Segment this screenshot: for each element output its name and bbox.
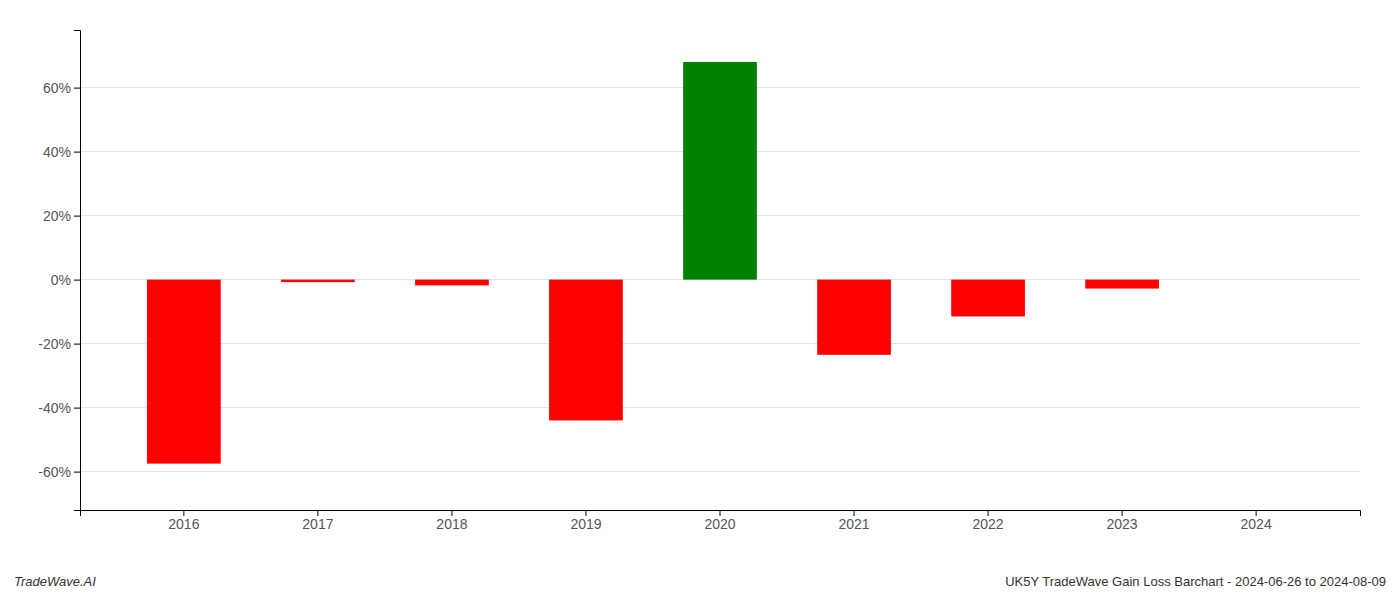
y-tick-mark (74, 280, 80, 281)
y-tick: 20% (43, 208, 80, 224)
grid-line (80, 343, 1360, 344)
x-axis: 2016 2017 2018 2019 2020 2021 2022 2023 2024 (81, 510, 1361, 532)
x-tick-label: 2017 (302, 516, 333, 532)
y-tick-label: 40% (43, 144, 71, 160)
y-tick: -40% (38, 400, 80, 416)
bar (951, 280, 1025, 317)
x-tick: 2023 (1107, 510, 1138, 532)
y-tick-mark (74, 88, 80, 89)
bar (1085, 280, 1159, 289)
y-tick-label: -60% (38, 464, 71, 480)
y-tick: -60% (38, 464, 80, 480)
x-tick: 2020 (704, 510, 735, 532)
x-tick-label: 2020 (704, 516, 735, 532)
y-axis-line (74, 31, 81, 511)
bar (549, 280, 623, 421)
y-tick: 0% (51, 272, 80, 288)
y-tick-mark (74, 472, 80, 473)
y-tick: 60% (43, 80, 80, 96)
footer-right: UK5Y TradeWave Gain Loss Barchart - 2024… (1005, 574, 1386, 589)
x-tick-label: 2022 (972, 516, 1003, 532)
bar (1219, 279, 1293, 280)
x-tick: 2016 (168, 510, 199, 532)
x-tick-label: 2023 (1107, 516, 1138, 532)
x-tick-label: 2024 (1241, 516, 1272, 532)
y-axis: -60% -40% -20% 0% 20% 40% 60% (38, 31, 80, 511)
y-tick-mark (74, 344, 80, 345)
x-tick-label: 2019 (570, 516, 601, 532)
y-tick-label: 20% (43, 208, 71, 224)
y-tick: 40% (43, 144, 80, 160)
bar (683, 62, 757, 280)
y-tick-label: 0% (51, 272, 71, 288)
bar (817, 280, 891, 355)
bar (281, 280, 355, 283)
x-tick: 2017 (302, 510, 333, 532)
x-tick: 2019 (570, 510, 601, 532)
x-tick: 2021 (838, 510, 869, 532)
x-tick: 2024 (1241, 510, 1272, 532)
x-tick-label: 2016 (168, 516, 199, 532)
y-tick: -20% (38, 336, 80, 352)
chart: -60%-40%-20%0%20%40%60%20162017201820192… (0, 0, 1400, 600)
x-tick-label: 2018 (436, 516, 467, 532)
y-tick-label: 60% (43, 80, 71, 96)
x-tick: 2018 (436, 510, 467, 532)
y-tick-mark (74, 152, 80, 153)
bars (147, 62, 1159, 464)
x-tick-label: 2021 (838, 516, 869, 532)
grid-line (80, 471, 1360, 472)
x-tick: 2022 (972, 510, 1003, 532)
grid-line (80, 407, 1360, 408)
bar (147, 280, 221, 464)
footer-left: TradeWave.AI (14, 574, 96, 589)
y-tick-label: -20% (38, 336, 71, 352)
y-tick-label: -40% (38, 400, 71, 416)
y-tick-mark (74, 216, 80, 217)
y-tick-mark (74, 408, 80, 409)
bar (415, 280, 489, 286)
